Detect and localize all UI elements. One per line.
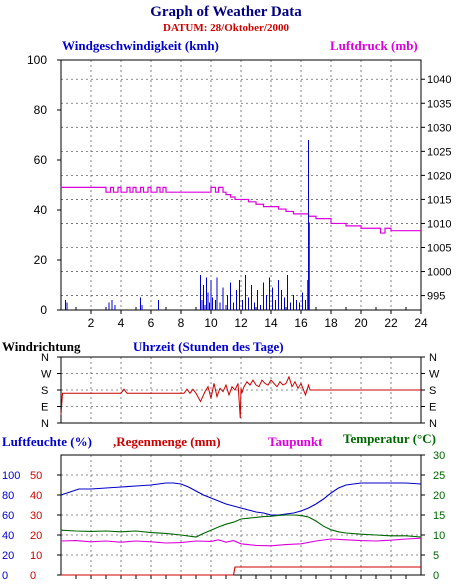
x-tick-label: 22 bbox=[384, 316, 398, 330]
x-tick-label: 18 bbox=[324, 316, 338, 330]
direction-label-left: E bbox=[41, 402, 48, 414]
left-tick-label: 0 bbox=[40, 303, 47, 317]
x-tick-label: 8 bbox=[178, 316, 185, 330]
x-tick-label: 6 bbox=[148, 316, 155, 330]
date-label: DATUM: 28/Oktober/2000 bbox=[163, 22, 289, 34]
right-tick-label: 1030 bbox=[427, 122, 451, 134]
rain-tick-label: 40 bbox=[30, 490, 42, 502]
right-tick-label: 995 bbox=[427, 291, 445, 303]
x-tick-label: 10 bbox=[204, 316, 218, 330]
rain-label-text: Regenmenge (mm) bbox=[116, 434, 220, 449]
direction-label-left: N bbox=[41, 418, 49, 430]
direction-label-right: N bbox=[429, 352, 437, 364]
direction-label-right: W bbox=[429, 369, 440, 381]
right-tick-label: 1015 bbox=[427, 194, 451, 206]
right-tick-label: 1020 bbox=[427, 170, 451, 182]
direction-label-left: S bbox=[41, 385, 48, 397]
rain-line bbox=[61, 566, 421, 576]
direction-label-left: W bbox=[41, 369, 52, 381]
wind-direction-label: Windrichtung bbox=[2, 339, 81, 354]
wind-direction-panel: N NW WS SE EN N bbox=[41, 352, 440, 430]
plot-frame bbox=[60, 59, 422, 311]
right-tick-label: 1025 bbox=[427, 146, 451, 158]
wind-direction-line bbox=[60, 375, 421, 419]
x-tick-label: 4 bbox=[118, 316, 125, 330]
temperature-tick-label: 0 bbox=[433, 570, 439, 582]
dewpoint-label: Taupunkt bbox=[268, 434, 323, 449]
temperature-tick-label: 5 bbox=[433, 550, 439, 562]
humidity-tick-label: 0 bbox=[2, 570, 8, 582]
left-tick-label: 20 bbox=[34, 253, 48, 267]
rain-label: ,Regenmenge (mm) bbox=[113, 434, 221, 449]
x-tick-label: 24 bbox=[414, 316, 428, 330]
x-tick-label: 16 bbox=[294, 316, 308, 330]
right-tick-label: 1005 bbox=[427, 243, 451, 255]
temperature-line bbox=[60, 514, 422, 538]
pressure-label: Luftdruck (mb) bbox=[330, 38, 418, 53]
humidity-tick-label: 80 bbox=[2, 490, 14, 502]
humidity-tick-label: 40 bbox=[2, 530, 14, 542]
rain-tick-label: 20 bbox=[30, 530, 42, 542]
x-tick-label: 2 bbox=[88, 316, 95, 330]
x-tick-label: 14 bbox=[264, 316, 278, 330]
temperature-tick-label: 20 bbox=[433, 490, 445, 502]
temperature-tick-label: 15 bbox=[433, 510, 445, 522]
right-tick-label: 1010 bbox=[427, 218, 451, 230]
right-tick-label: 1035 bbox=[427, 98, 451, 110]
left-tick-label: 60 bbox=[34, 153, 48, 167]
left-tick-label: 40 bbox=[34, 203, 48, 217]
rain-tick-label: 0 bbox=[30, 570, 36, 582]
rain-tick-label: 50 bbox=[30, 470, 42, 482]
direction-label-right: N bbox=[429, 418, 437, 430]
rain-tick-label: 30 bbox=[30, 510, 42, 522]
x-tick-label: 12 bbox=[234, 316, 248, 330]
temperature-label: Temperatur (°C) bbox=[343, 431, 436, 446]
temperature-tick-label: 30 bbox=[433, 450, 445, 462]
pressure-line bbox=[61, 186, 421, 234]
humidity-tick-label: 20 bbox=[2, 550, 14, 562]
time-axis-label: Uhrzeit (Stunden des Tage) bbox=[133, 339, 284, 354]
direction-label-right: S bbox=[429, 385, 436, 397]
plot-frame bbox=[60, 454, 422, 576]
direction-label-left: N bbox=[41, 352, 49, 364]
right-tick-label: 1040 bbox=[427, 74, 451, 86]
wind-speed-label: Windgeschwindigkeit (kmh) bbox=[62, 38, 219, 53]
dewpoint-line bbox=[60, 537, 422, 547]
temperature-tick-label: 25 bbox=[433, 470, 445, 482]
temperature-tick-label: 10 bbox=[433, 530, 445, 542]
chart-title: Graph of Weather Data bbox=[150, 4, 302, 20]
humidity-tick-label: 100 bbox=[2, 470, 20, 482]
humidity-line bbox=[60, 482, 422, 516]
humidity-label: Luftfeuchte (%) bbox=[2, 434, 92, 449]
rain-tick-label: 10 bbox=[30, 550, 42, 562]
right-tick-label: 1000 bbox=[427, 267, 451, 279]
wind-pressure-panel: 9951000100510101015102010251030103510402… bbox=[27, 53, 452, 330]
humidity-tick-label: 60 bbox=[2, 510, 14, 522]
direction-label-right: E bbox=[429, 402, 436, 414]
left-tick-label: 100 bbox=[27, 53, 47, 67]
left-tick-label: 80 bbox=[34, 103, 48, 117]
x-tick-label: 20 bbox=[354, 316, 368, 330]
